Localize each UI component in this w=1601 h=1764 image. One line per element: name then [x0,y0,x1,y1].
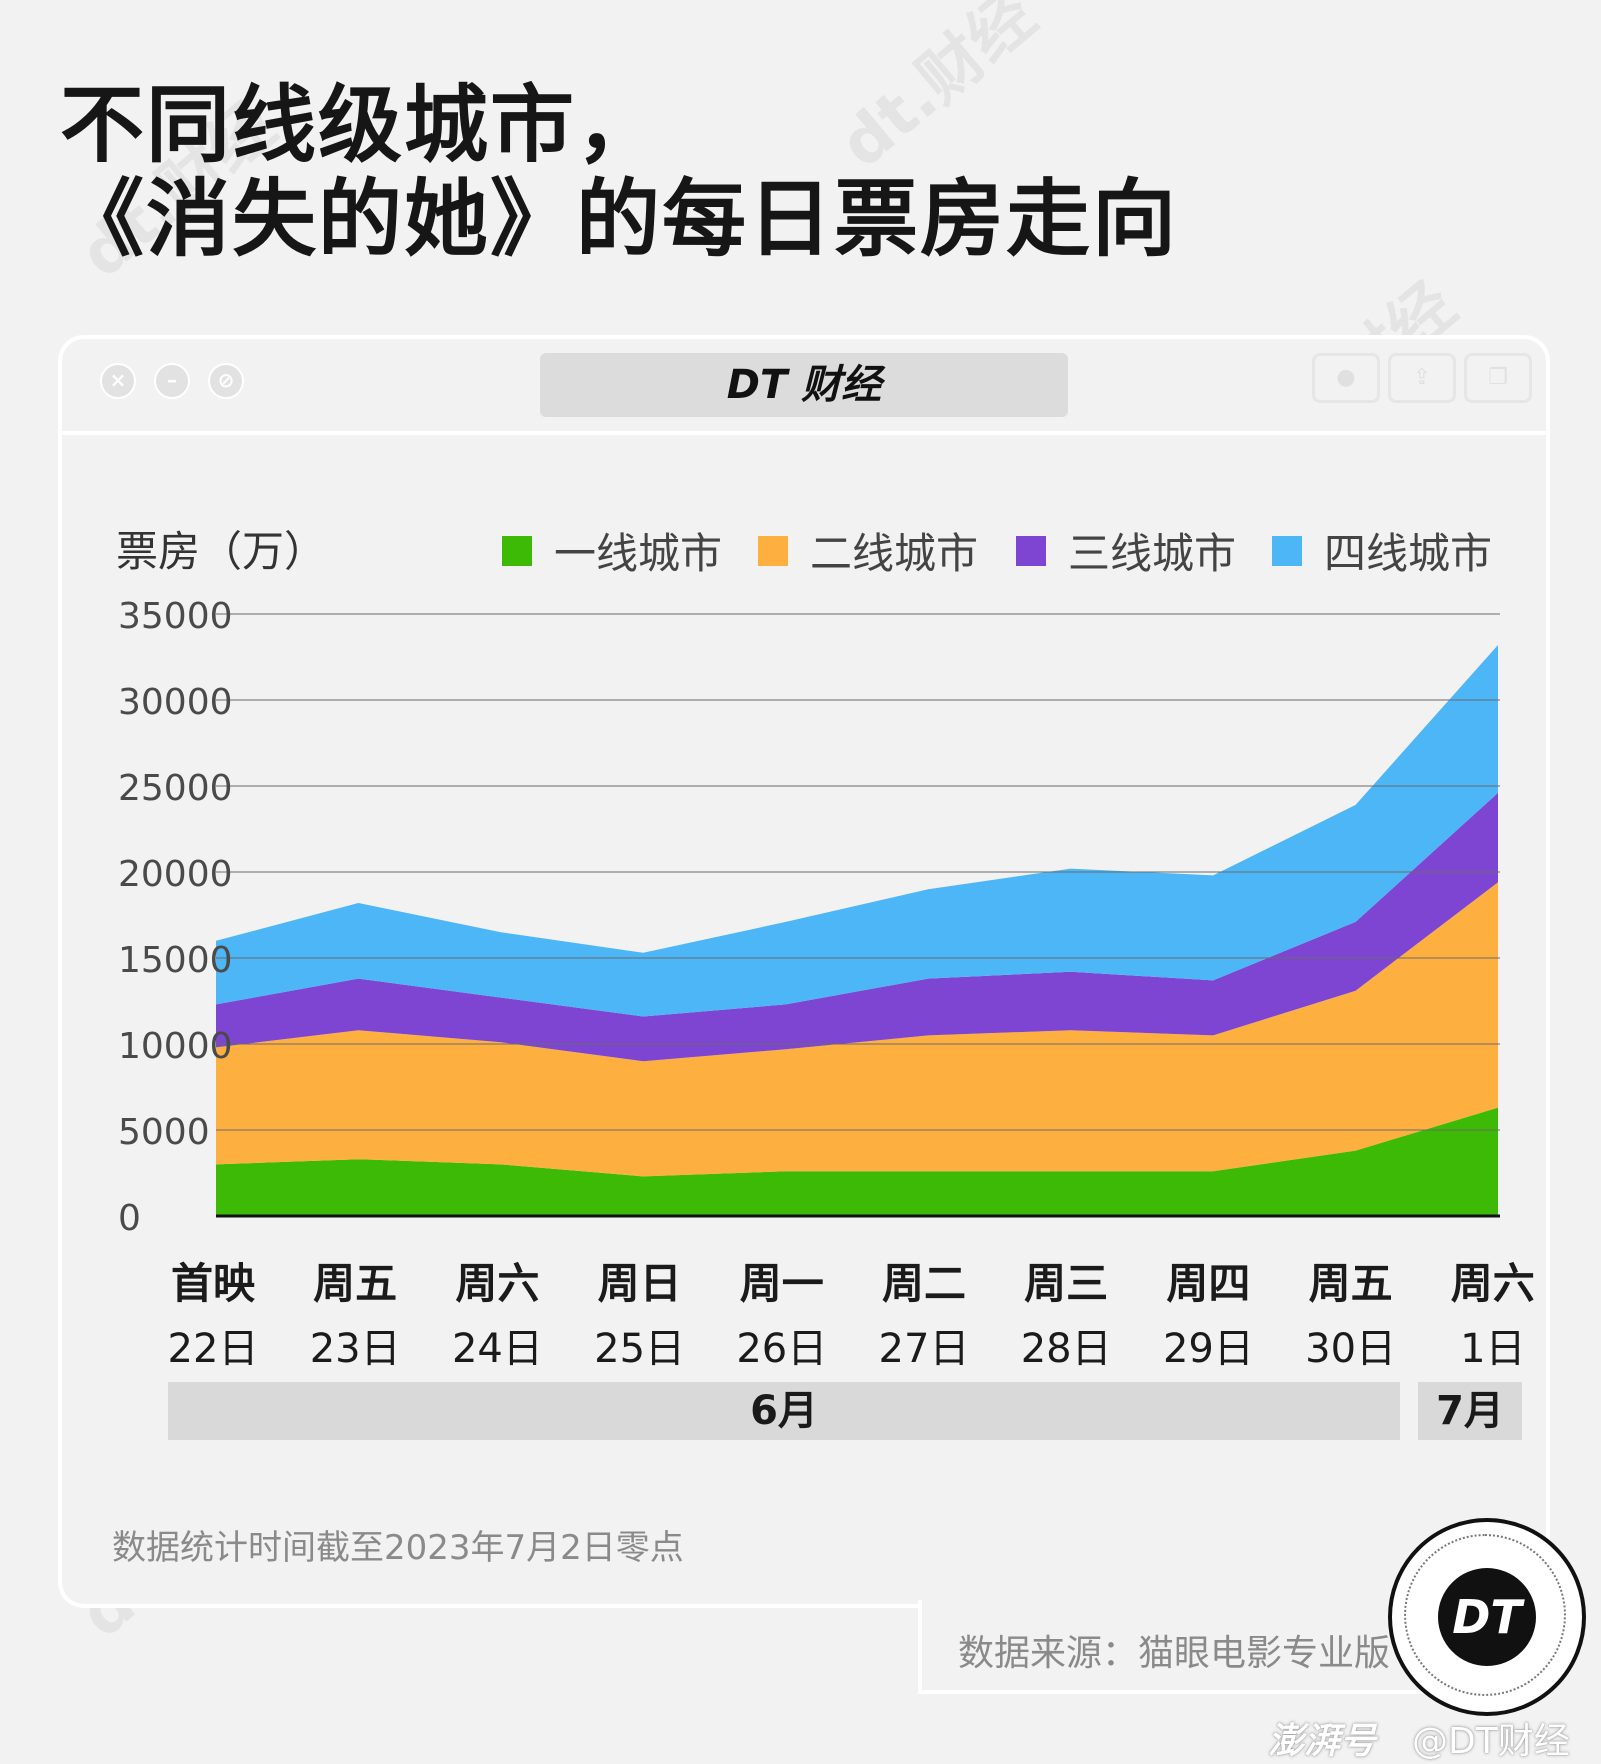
legend-swatch-tier2 [758,535,788,566]
x-tick-weekday: 周六 [1450,1259,1535,1308]
title-line-2: 《消失的她》的每日票房走向 [60,170,1179,268]
area-series-1 [216,1107,1498,1216]
y-tick-label: 5000 [118,1112,210,1153]
dt-badge: DT [1388,1518,1586,1716]
x-tick-weekday: 周五 [313,1259,398,1308]
x-tick-date: 26日 [736,1326,828,1372]
share-icon[interactable]: ⇪ [1388,353,1456,403]
footnote: 数据统计时间截至2023年7月2日零点 [112,1528,684,1568]
legend-label: 三线城市 [1068,529,1237,578]
x-tick-weekday: 周一 [739,1259,824,1308]
minimize-icon[interactable]: – [154,363,190,399]
legend-swatch-tier4 [1272,535,1302,566]
y-tick-label: 35000 [118,596,233,637]
legend-item-tier1: 一线城市 [502,520,722,581]
y-tick-label: 10000 [118,1026,233,1067]
legend-item-tier2: 二线城市 [758,520,978,581]
x-tick-date: 24日 [451,1326,543,1372]
legend-item-tier3: 三线城市 [1016,520,1236,581]
x-tick-date: 23日 [309,1326,401,1372]
brand-logo: DT 财经 [540,353,1068,417]
x-tick-date: 27日 [878,1326,970,1372]
month-bar-june: 6月 [168,1382,1400,1440]
author-credit: @DT财经 [1412,1721,1570,1762]
month-bar-july: 7月 [1418,1382,1522,1440]
x-tick-weekday: 周四 [1166,1259,1251,1308]
platform-logo: 澎湃号 [1268,1721,1377,1762]
page-title: 不同线级城市， 《消失的她》的每日票房走向 [60,78,1178,266]
title-line-1: 不同线级城市， [60,76,663,174]
record-icon[interactable]: ● [1312,353,1380,403]
y-tick-label: 20000 [118,854,233,895]
legend-label: 一线城市 [554,529,723,578]
legend-label: 二线城市 [810,529,979,578]
legend-swatch-tier1 [502,535,532,566]
area-series-3 [216,792,1498,1062]
y-tick-label: 15000 [118,940,233,981]
y-tick-label: 30000 [118,682,233,723]
legend-label: 四线城市 [1324,529,1493,578]
x-tick-date: 22日 [167,1326,259,1372]
window-copy-icon[interactable]: ❐ [1464,353,1532,403]
area-series-2 [216,882,1498,1177]
window-title-bar: × – ⊘ DT 财经 ● ⇪ ❐ [62,339,1546,435]
x-tick-weekday: 周二 [881,1259,966,1308]
data-source: 数据来源：猫眼电影专业版 [958,1633,1391,1674]
x-tick-weekday: 周三 [1024,1259,1109,1308]
x-tick-date: 1日 [1460,1326,1526,1372]
area-series-4 [216,645,1498,1017]
x-tick-date: 25日 [594,1326,686,1372]
close-icon[interactable]: × [100,363,136,399]
x-tick-date: 29日 [1162,1326,1254,1372]
dt-badge-logo: DT [1438,1568,1536,1666]
x-tick-date: 30日 [1305,1326,1397,1372]
x-tick-weekday: 周日 [597,1259,682,1308]
y-axis-title: 票房（万） [116,527,327,576]
legend-swatch-tier3 [1016,535,1046,566]
block-icon[interactable]: ⊘ [208,363,244,399]
y-tick-label: 25000 [118,768,233,809]
x-tick-weekday: 首映 [170,1259,255,1308]
badge-ring [1404,1534,1566,1696]
x-tick-date: 28日 [1020,1326,1112,1372]
y-tick-label: 0 [118,1198,141,1239]
x-tick-weekday: 周六 [455,1259,540,1308]
x-tick-weekday: 周五 [1308,1259,1393,1308]
legend-item-tier4: 四线城市 [1272,520,1492,581]
